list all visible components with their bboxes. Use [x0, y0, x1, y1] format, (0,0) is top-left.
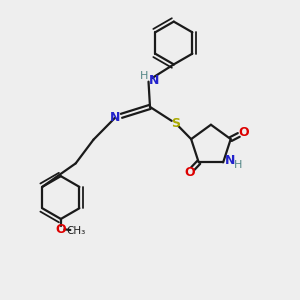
Text: O: O: [56, 223, 66, 236]
Text: O: O: [184, 166, 194, 179]
Text: H: H: [140, 71, 148, 81]
Text: CH₃: CH₃: [66, 226, 85, 236]
Text: N: N: [224, 154, 235, 167]
Text: N: N: [149, 74, 159, 87]
Text: S: S: [171, 117, 180, 130]
Text: H: H: [234, 160, 242, 170]
Text: O: O: [238, 126, 248, 139]
Text: N: N: [110, 111, 120, 124]
